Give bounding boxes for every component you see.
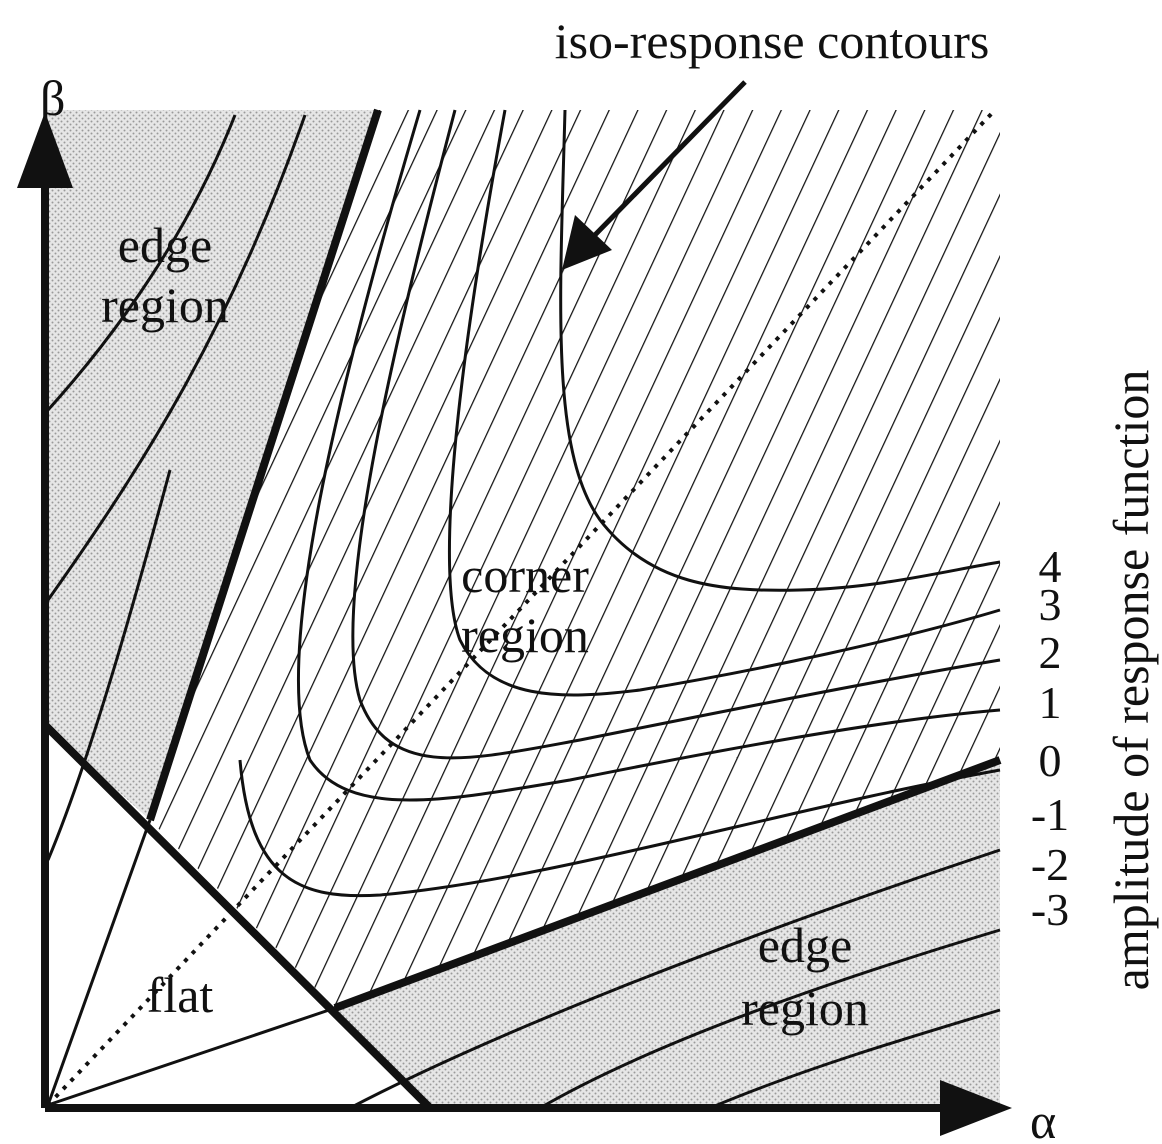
edge-region-bottom [335, 760, 1000, 1108]
contour-label: 3 [1039, 579, 1062, 630]
pointer-arrow [588, 80, 747, 242]
contour-label: 0 [1039, 735, 1062, 786]
contour-label: -3 [1031, 884, 1069, 935]
contour-label: 4 [1039, 541, 1062, 592]
contour-label: -1 [1031, 789, 1069, 840]
flat-boundary [42, 722, 433, 1111]
region-label: region [741, 980, 869, 1036]
region-label: flat [147, 967, 214, 1023]
contours [46, 109, 1001, 1110]
region-label: edge [758, 917, 852, 973]
right-axis-label: amplitude of response function [1103, 370, 1159, 991]
y-axis-label: β [40, 70, 65, 126]
region-label: corner [461, 547, 589, 603]
contour-label: 2 [1039, 627, 1062, 678]
x-axis-label: α [1030, 1093, 1056, 1144]
contour-label: 1 [1039, 677, 1062, 728]
contour-label: -2 [1031, 839, 1069, 890]
edge-boundary [146, 108, 382, 822]
region-label: region [461, 607, 589, 663]
region-label: edge [118, 217, 212, 273]
pointer-head [562, 215, 612, 270]
region-label: region [101, 277, 229, 333]
corner-region [150, 110, 1000, 1008]
x-arrow [940, 1080, 1012, 1136]
edge-boundary [333, 756, 1002, 1012]
y-arrow [17, 112, 73, 188]
diagonal [46, 108, 997, 1107]
title: iso-response contours [555, 13, 990, 69]
edge-region-top [45, 110, 378, 820]
